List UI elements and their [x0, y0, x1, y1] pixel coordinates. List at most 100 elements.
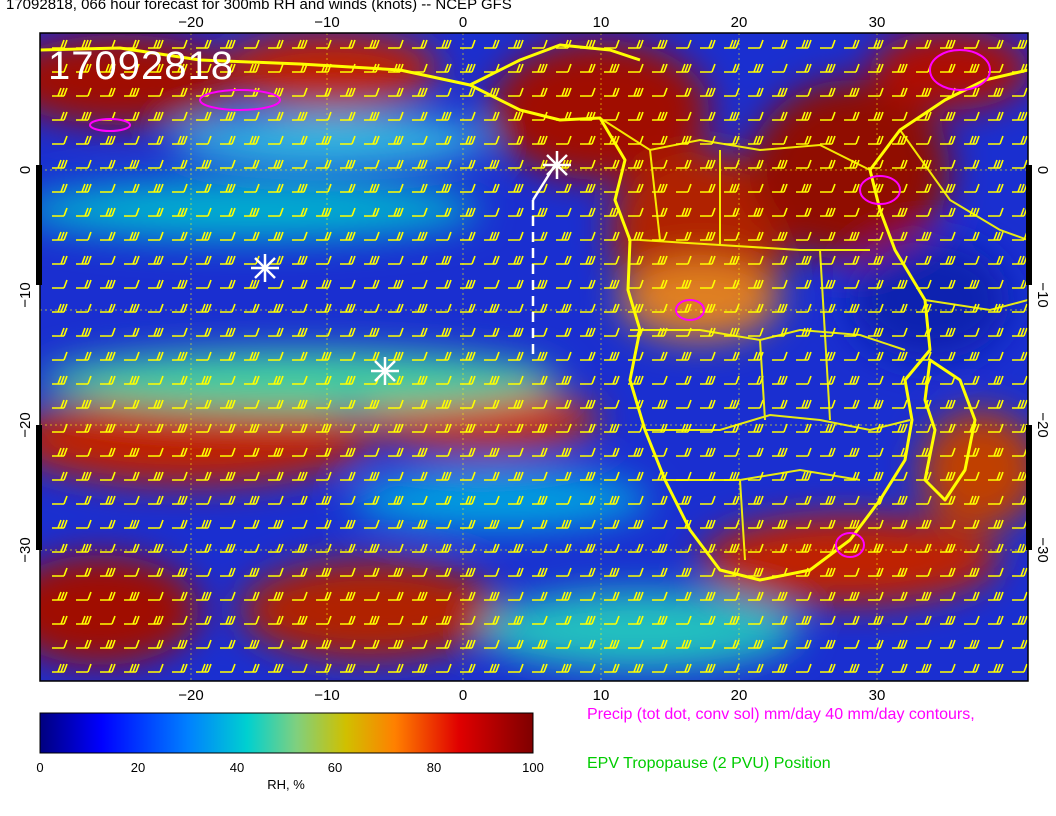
wind-barb — [436, 327, 452, 337]
wind-barb — [556, 399, 572, 409]
wind-barb — [604, 495, 620, 505]
wind-barb — [772, 375, 788, 385]
wind-barb — [340, 543, 356, 553]
wind-barb — [292, 495, 308, 505]
wind-barb — [484, 591, 500, 601]
wind-barb — [244, 543, 260, 553]
wind-barb — [652, 111, 668, 121]
wind-barb — [244, 303, 260, 313]
wind-barb — [340, 663, 356, 673]
wind-barb — [220, 567, 236, 577]
wind-barb — [988, 111, 1004, 121]
wind-barb — [652, 375, 668, 385]
wind-barb — [676, 231, 692, 241]
wind-barb — [76, 495, 92, 505]
wind-barb — [940, 399, 956, 409]
wind-barb — [988, 615, 1004, 625]
wind-barb — [268, 231, 284, 241]
lat-tick-left: 0 — [17, 166, 34, 174]
wind-barb — [436, 543, 452, 553]
wind-barb — [988, 135, 1004, 145]
wind-barb — [148, 591, 164, 601]
wind-barb — [556, 615, 572, 625]
wind-barb — [628, 519, 644, 529]
wind-barb — [724, 351, 740, 361]
wind-barb — [100, 303, 116, 313]
wind-barb — [388, 567, 404, 577]
wind-barb — [796, 639, 812, 649]
wind-barb — [748, 255, 764, 265]
wind-barb — [316, 135, 332, 145]
wind-barb — [892, 351, 908, 361]
wind-barb — [940, 279, 956, 289]
wind-barb — [76, 111, 92, 121]
wind-barb — [148, 495, 164, 505]
wind-barb — [484, 183, 500, 193]
wind-barb — [580, 615, 596, 625]
wind-barb — [124, 63, 140, 73]
wind-barb — [148, 399, 164, 409]
wind-barb — [436, 159, 452, 169]
wind-barb — [340, 639, 356, 649]
wind-barb — [460, 615, 476, 625]
wind-barb — [604, 231, 620, 241]
wind-barb — [220, 63, 236, 73]
wind-barb — [172, 639, 188, 649]
wind-barb — [652, 495, 668, 505]
wind-barb — [388, 423, 404, 433]
wind-barb — [436, 399, 452, 409]
wind-barb — [652, 87, 668, 97]
wind-barb — [244, 471, 260, 481]
wind-barb — [220, 279, 236, 289]
wind-barb — [772, 495, 788, 505]
wind-barb — [580, 183, 596, 193]
wind-barb — [388, 183, 404, 193]
wind-barb — [556, 303, 572, 313]
wind-barb — [1012, 87, 1028, 97]
wind-barb — [988, 231, 1004, 241]
wind-barb — [772, 279, 788, 289]
wind-barb — [172, 231, 188, 241]
wind-barb — [964, 207, 980, 217]
wind-barb — [364, 423, 380, 433]
wind-barb — [244, 183, 260, 193]
wind-barb — [508, 279, 524, 289]
wind-barb — [436, 279, 452, 289]
wind-barb — [484, 399, 500, 409]
wind-barb — [868, 135, 884, 145]
wind-barb — [772, 543, 788, 553]
wind-barb — [940, 39, 956, 49]
wind-barb — [196, 111, 212, 121]
wind-barb — [508, 423, 524, 433]
wind-barb — [388, 87, 404, 97]
wind-barb — [364, 591, 380, 601]
wind-barb — [700, 183, 716, 193]
wind-barb — [100, 63, 116, 73]
wind-barb — [892, 495, 908, 505]
wind-barb — [292, 303, 308, 313]
wind-barb — [244, 519, 260, 529]
wind-barb — [508, 111, 524, 121]
wind-barb — [76, 87, 92, 97]
wind-barb — [100, 663, 116, 673]
wind-barb — [1012, 471, 1028, 481]
wind-barb — [1012, 567, 1028, 577]
wind-barb — [508, 471, 524, 481]
wind-barb — [316, 567, 332, 577]
wind-barb — [892, 543, 908, 553]
wind-barb — [412, 399, 428, 409]
wind-barb — [124, 279, 140, 289]
wind-barb — [412, 663, 428, 673]
wind-barb — [124, 519, 140, 529]
wind-barb — [796, 279, 812, 289]
wind-barb — [820, 663, 836, 673]
wind-barb — [892, 279, 908, 289]
wind-barb — [76, 519, 92, 529]
wind-barb — [988, 447, 1004, 457]
wind-barb — [820, 39, 836, 49]
wind-barb — [796, 351, 812, 361]
wind-barb — [964, 39, 980, 49]
wind-barb — [412, 615, 428, 625]
wind-barb — [460, 279, 476, 289]
wind-barb — [628, 159, 644, 169]
